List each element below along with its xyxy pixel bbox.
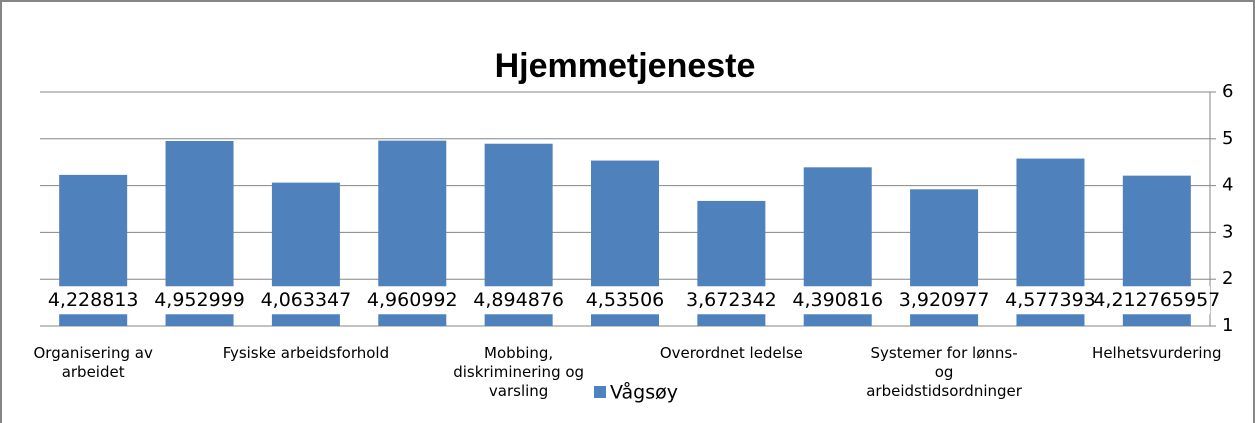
data-label-bg <box>359 286 466 315</box>
x-tick-label-box: Systemer for lønns- og arbeidstidsordnin… <box>866 344 1022 400</box>
y-tick-label: 6 <box>1222 81 1233 102</box>
y-tick-label: 1 <box>1222 315 1233 336</box>
data-label: 4,212765957 <box>1093 289 1220 311</box>
x-tick-label: Mobbing, diskriminering og varsling <box>453 344 585 400</box>
x-tick-label: Fysiske arbeidsforhold <box>222 344 390 362</box>
data-label: 4,228813 <box>48 289 139 311</box>
y-tick-label: 3 <box>1222 221 1233 242</box>
data-label-bg <box>890 286 998 315</box>
data-label-bg <box>678 286 785 315</box>
x-tick-label-box: Mobbing, diskriminering og varsling <box>453 344 585 400</box>
x-tick-label-box: Fysiske arbeidsforhold <box>222 344 390 362</box>
data-label-bg <box>997 286 1104 315</box>
y-tick-label: 2 <box>1222 268 1233 289</box>
data-label: 4,53506 <box>586 289 665 311</box>
x-tick-label: Helhetsvurdering <box>1092 344 1222 362</box>
data-label: 4,390816 <box>792 289 883 311</box>
x-tick-label-box: Overordnet ledelse <box>659 344 803 362</box>
data-label-bg <box>784 286 891 315</box>
y-tick-label: 5 <box>1222 128 1233 149</box>
legend-swatch <box>594 386 606 398</box>
x-tick-label: Systemer for lønns- og arbeidstidsordnin… <box>866 344 1022 400</box>
data-label: 4,960992 <box>367 289 458 311</box>
x-tick-label: Organisering av arbeidet <box>33 344 153 381</box>
data-label-bg <box>571 286 679 315</box>
data-label-bg <box>146 286 253 315</box>
data-label: 3,920977 <box>899 289 990 311</box>
y-tick-label: 4 <box>1222 175 1233 196</box>
data-label: 4,063347 <box>261 289 352 311</box>
data-label: 4,894876 <box>473 289 564 311</box>
legend-label: Vågsøy <box>610 381 678 404</box>
data-label-bg <box>465 286 572 315</box>
data-label-bg <box>40 286 147 315</box>
data-label: 4,577393 <box>1005 289 1096 311</box>
x-tick-label-box: Organisering av arbeidet <box>33 344 153 381</box>
data-label-bg <box>1103 286 1210 315</box>
x-tick-label-box: Helhetsvurdering <box>1092 344 1222 362</box>
data-label-bg <box>252 286 360 315</box>
chart-title: Hjemmetjeneste <box>495 47 756 85</box>
data-label: 3,672342 <box>686 289 777 311</box>
x-tick-label: Overordnet ledelse <box>659 344 803 362</box>
data-label: 4,952999 <box>154 289 245 311</box>
